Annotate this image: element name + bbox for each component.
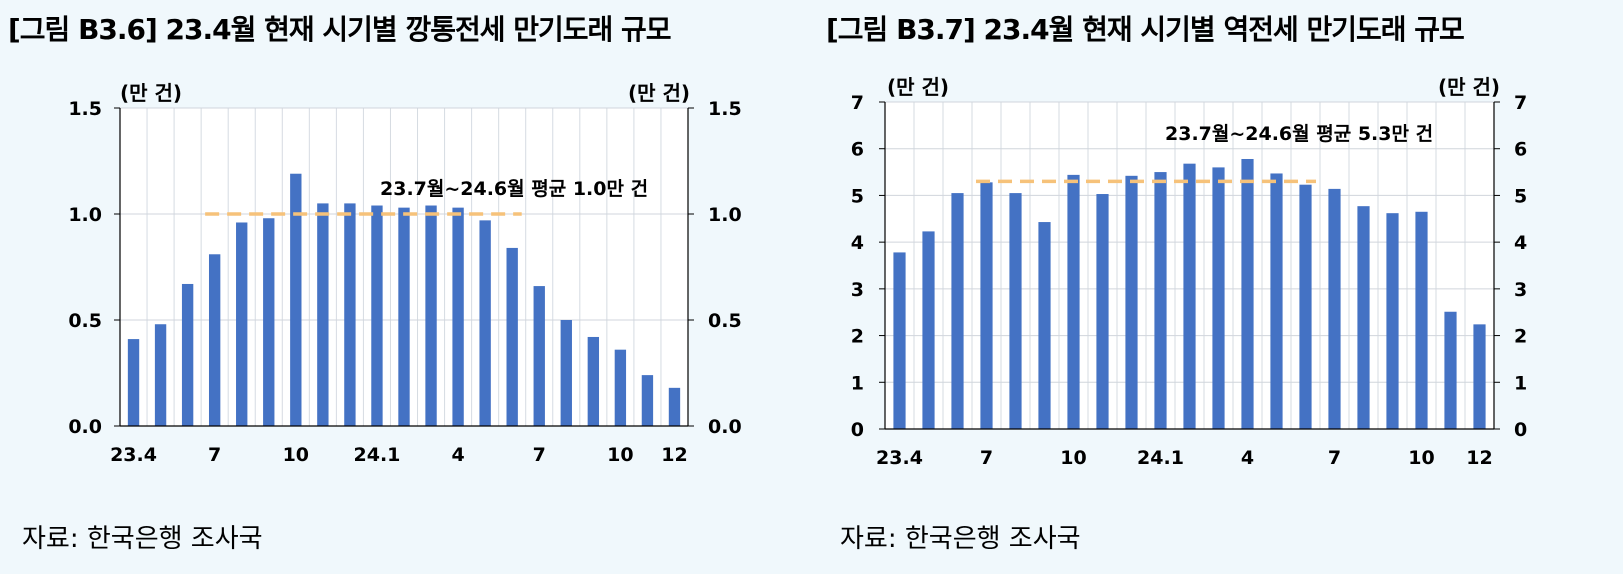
left-xtick-label: 10	[607, 444, 633, 466]
right-bar	[951, 193, 964, 429]
right-ytick-label-left: 1	[851, 372, 864, 394]
right-ytick-label-left: 4	[851, 232, 864, 254]
right-ytick-label-left: 3	[851, 279, 864, 301]
right-bar-chart: 0 01 12 23 34 45 56 67 723.4 7 10 24.1 4 7 10 1223.7월~2…	[851, 75, 1527, 469]
right-bar	[1328, 188, 1341, 429]
left-bar	[371, 205, 383, 426]
left-bar	[641, 375, 654, 426]
left-ytick-label-left: 1.5	[68, 98, 102, 120]
right-bar	[1415, 211, 1428, 429]
left-bar	[587, 336, 600, 426]
right-xtick-label: 10	[1408, 447, 1434, 469]
left-xtick-label: 7	[533, 444, 546, 466]
right-ytick-label-right: 5	[1514, 185, 1527, 207]
left-bar	[614, 349, 627, 426]
left-bar	[127, 339, 140, 426]
right-ytick-label-right: 1	[1514, 372, 1527, 394]
left-source-note: 자료: 한국은행 조사국	[22, 524, 263, 554]
right-ytick-label-right: 7	[1514, 92, 1527, 114]
right-bar	[980, 182, 993, 429]
left-bar	[479, 220, 491, 426]
left-xtick-label: 4	[451, 444, 464, 466]
left-bar	[236, 222, 248, 426]
right-xtick-label: 7	[1328, 447, 1341, 469]
right-xtick-label: 24.1	[1137, 447, 1184, 469]
left-bar	[154, 324, 167, 426]
right-bar	[1270, 173, 1283, 429]
left-xtick-label: 12	[661, 444, 687, 466]
right-figure-title: [그림 B3.7] 23.4월 현재 시기별 역전세 만기도래 규모	[826, 13, 1465, 46]
right-bar	[1183, 163, 1196, 430]
left-bar	[344, 203, 356, 426]
left-bar	[506, 247, 518, 426]
right-ytick-label-right: 6	[1514, 139, 1527, 161]
left-ytick-label-left: 1.0	[68, 204, 102, 226]
left-ytick-label-right: 1.0	[708, 204, 742, 226]
left-unit-label-right: (만 건)	[628, 81, 690, 105]
left-xtick-label: 23.4	[110, 444, 157, 466]
right-xtick-label: 4	[1241, 447, 1254, 469]
right-source-note: 자료: 한국은행 조사국	[840, 524, 1081, 554]
left-ytick-label-left: 0.5	[68, 310, 102, 332]
right-bar	[1212, 167, 1225, 429]
right-ytick-label-left: 7	[851, 92, 864, 114]
right-xtick-label: 12	[1466, 447, 1492, 469]
left-ytick-label-right: 1.5	[708, 98, 742, 120]
right-bar	[1357, 206, 1370, 429]
right-ytick-label-left: 0	[851, 419, 864, 441]
right-bar	[1241, 158, 1254, 429]
left-bar	[263, 218, 275, 426]
left-ytick-label-left: 0.0	[68, 416, 102, 438]
right-ytick-label-right: 0	[1514, 419, 1527, 441]
left-bar-chart: 0.0 0.0 0.5 0.5 1.0 1.0 1.5 1.5 23.4 7 10 24.1 4 7 10 1…	[68, 81, 742, 466]
right-bar	[1067, 174, 1080, 429]
left-xtick-label: 24.1	[354, 444, 401, 466]
right-bar	[1473, 324, 1486, 429]
left-bar	[290, 173, 302, 426]
left-bar	[533, 286, 545, 426]
right-bar	[1154, 172, 1167, 430]
right-bar	[1009, 193, 1022, 429]
right-average-annotation: 23.7월~24.6월 평균 5.3만 건	[1165, 123, 1433, 145]
right-bar	[1299, 184, 1312, 429]
right-ytick-label-right: 3	[1514, 279, 1527, 301]
right-ytick-label-right: 2	[1514, 326, 1527, 348]
right-unit-label-left: (만 건)	[887, 75, 949, 99]
right-ytick-label-left: 5	[851, 185, 864, 207]
right-bar	[1096, 194, 1109, 429]
right-xtick-label: 23.4	[876, 447, 923, 469]
left-bar	[317, 203, 329, 426]
left-bar	[452, 207, 464, 426]
left-ytick-label-right: 0.0	[708, 416, 742, 438]
left-figure-title: [그림 B3.6] 23.4월 현재 시기별 깡통전세 만기도래 규모	[8, 13, 672, 46]
right-unit-label-right: (만 건)	[1438, 75, 1500, 99]
left-bar	[398, 207, 410, 426]
left-ytick-label-right: 0.5	[708, 310, 742, 332]
left-unit-label-left: (만 건)	[120, 81, 182, 105]
right-bar	[1125, 175, 1138, 429]
left-bar	[208, 254, 221, 426]
left-bar	[668, 387, 681, 426]
right-ytick-label-left: 2	[851, 326, 864, 348]
right-ytick-label-left: 6	[851, 139, 864, 161]
left-bar	[425, 205, 437, 426]
right-bar	[893, 252, 906, 429]
right-bar	[1038, 222, 1051, 429]
right-xtick-label: 10	[1060, 447, 1086, 469]
left-bar	[560, 320, 572, 426]
left-xtick-label: 7	[208, 444, 221, 466]
left-xtick-label: 10	[283, 444, 309, 466]
right-bar	[922, 231, 935, 429]
right-bar	[1444, 311, 1457, 429]
right-xtick-label: 7	[980, 447, 993, 469]
right-ytick-label-right: 4	[1514, 232, 1527, 254]
left-chart-panel: [그림 B3.6] 23.4월 현재 시기별 깡통전세 만기도래 규모 0.0 0…	[0, 0, 810, 574]
left-average-annotation: 23.7월~24.6월 평균 1.0만 건	[380, 178, 648, 200]
left-bar	[181, 283, 194, 426]
right-bar	[1386, 213, 1399, 429]
